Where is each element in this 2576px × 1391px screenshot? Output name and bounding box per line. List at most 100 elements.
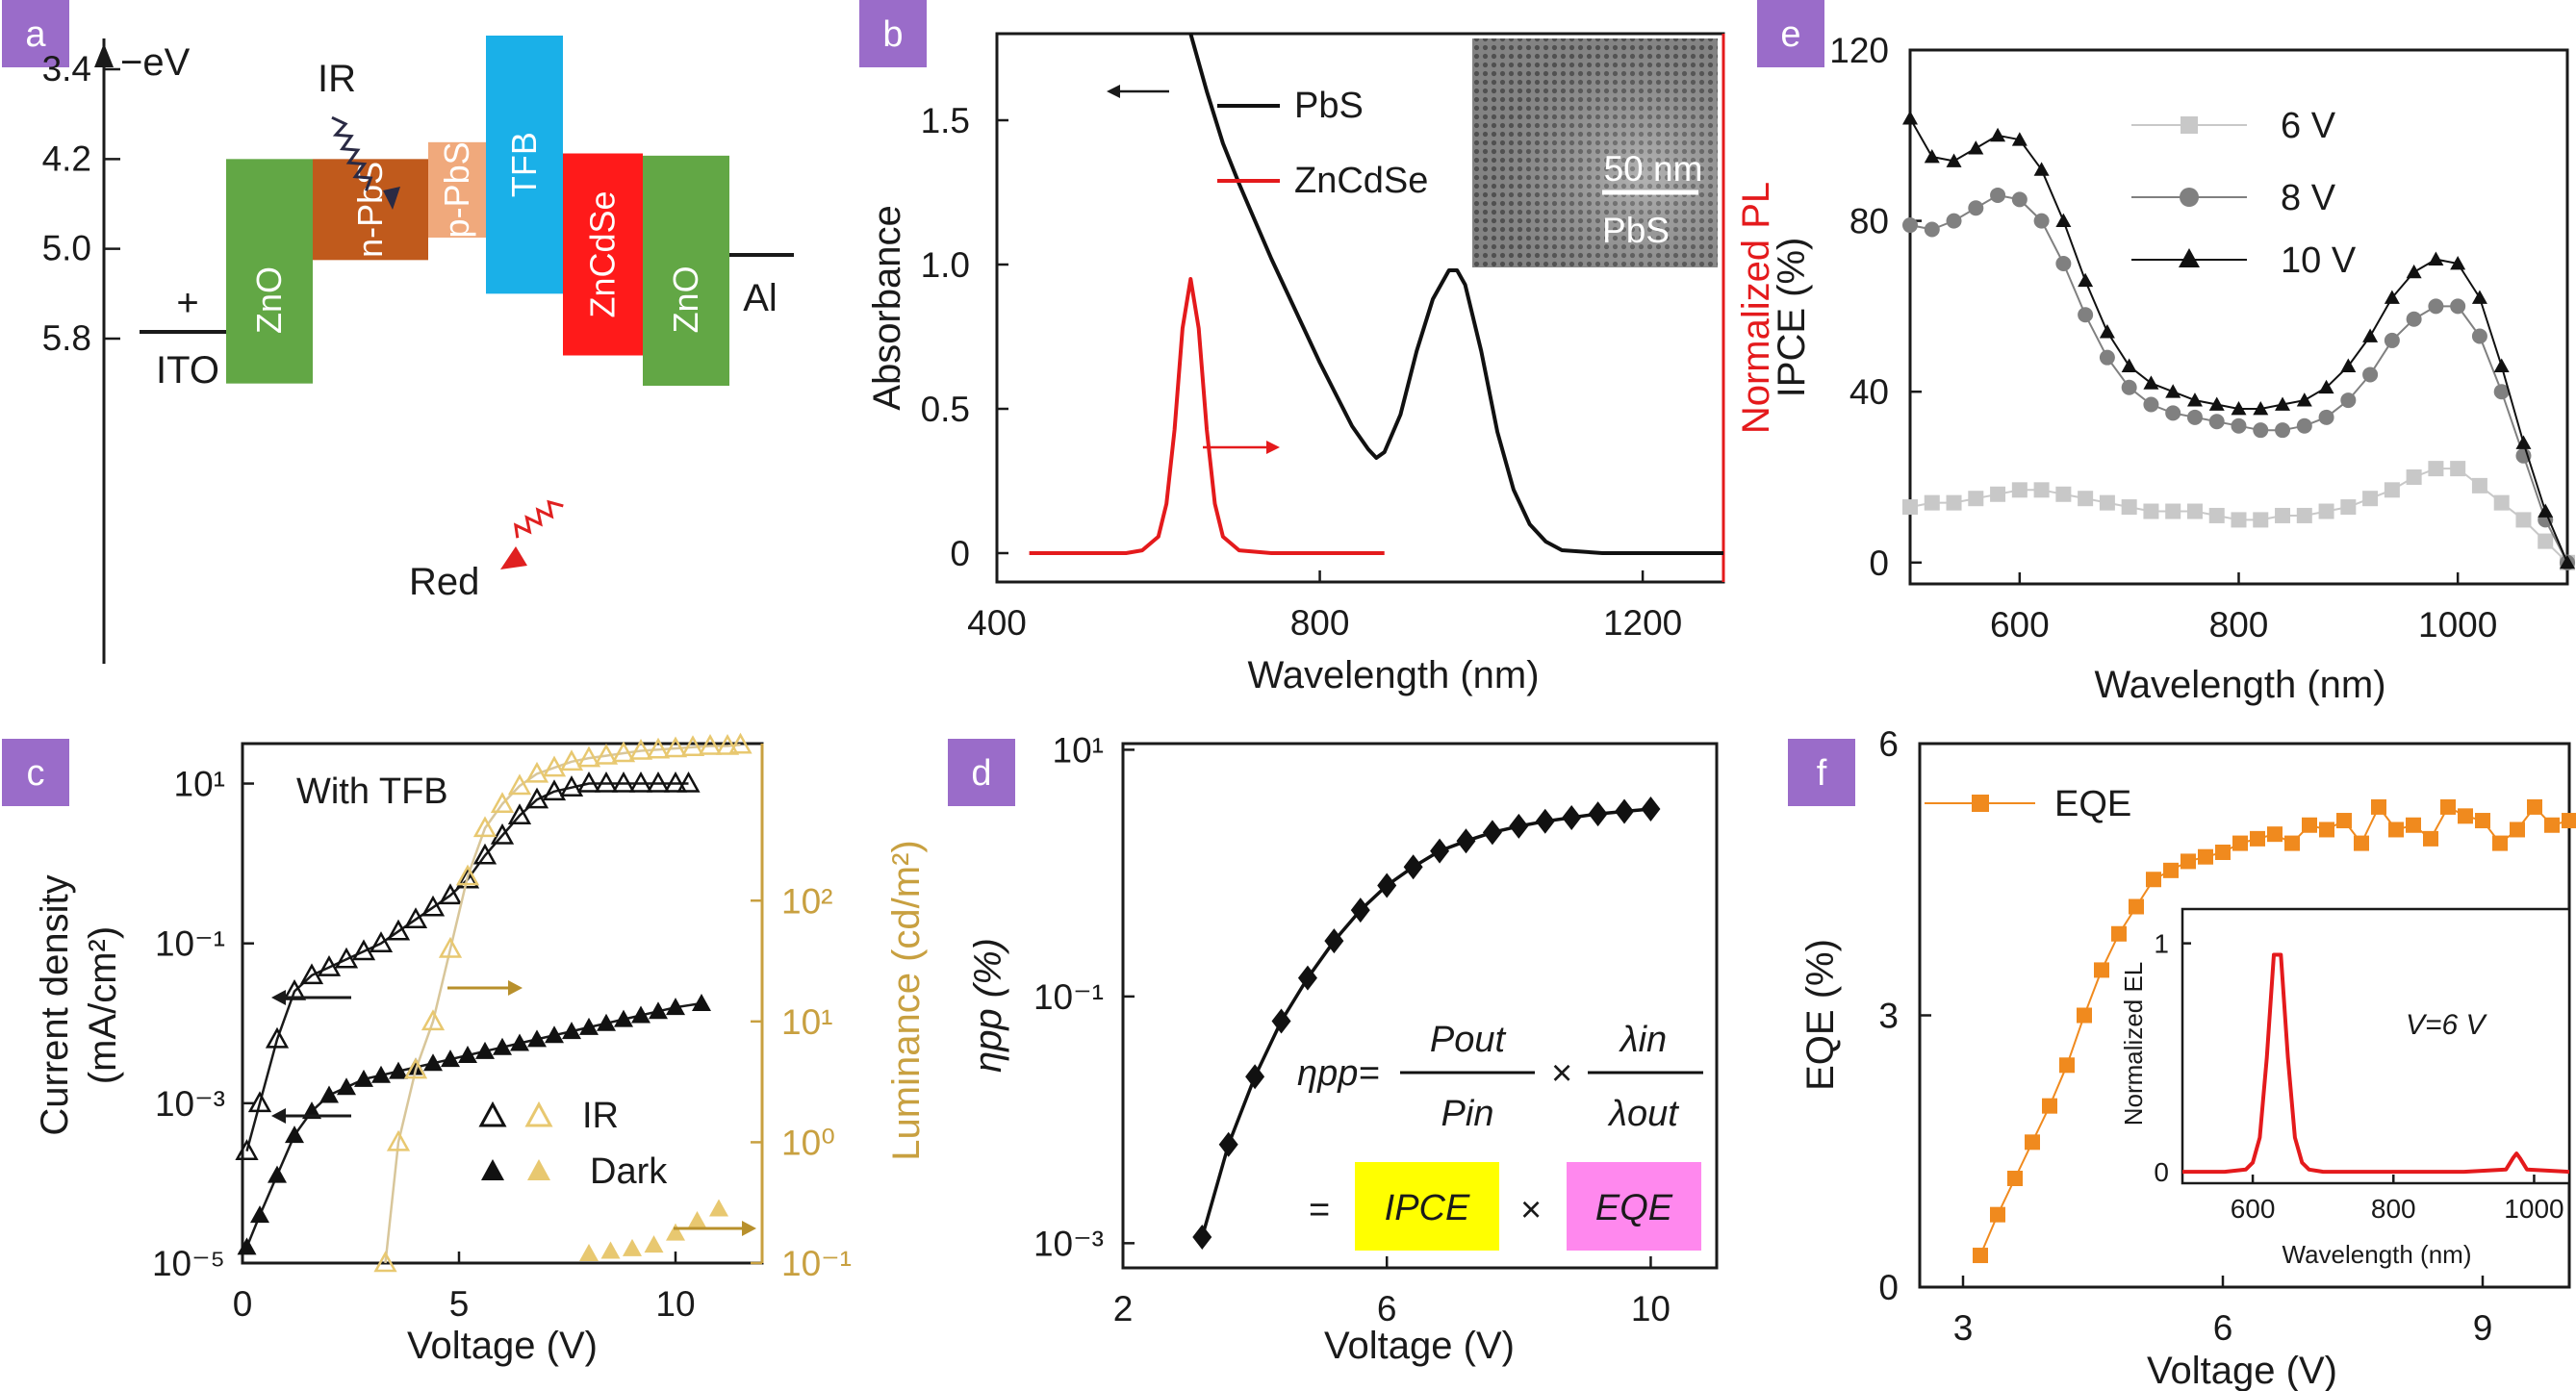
ir-current-point [317, 955, 342, 976]
ipce-8v-point [2406, 311, 2422, 327]
eqe-point [2111, 925, 2127, 942]
legend-8v-marker [2180, 188, 2199, 207]
ipce-8v-point [2186, 409, 2203, 425]
y-tick-label: 40 [1849, 372, 1889, 412]
ir-current-point [490, 822, 515, 845]
eqe-point [2492, 835, 2508, 851]
energy-tick-label: 4.2 [42, 139, 91, 178]
eqe-point [2129, 898, 2144, 915]
eta-pp-point [1245, 1064, 1265, 1090]
eqe-point [2544, 817, 2560, 833]
panel-c-series [235, 732, 752, 1273]
panel-b-xlabel: Wavelength (nm) [1247, 654, 1539, 696]
eqe-point [2250, 830, 2265, 847]
y2-tick-label: 10⁻¹ [781, 1244, 852, 1283]
ir-current-point [559, 775, 584, 797]
eqe-point [2181, 853, 2196, 870]
legend-dark-current-marker [481, 1159, 504, 1180]
ipce-8v-line [1909, 194, 2568, 564]
ipce-10v-point [2165, 384, 2181, 398]
dark-luminance-point [644, 1235, 664, 1253]
ir-luminance-point [646, 737, 671, 759]
ir-current-point [576, 771, 601, 793]
panel-c-frame [241, 742, 764, 1265]
eqe-point [2527, 798, 2542, 815]
eqe-point [2007, 1171, 2023, 1186]
legend-dark-luminance-marker [527, 1159, 550, 1180]
dark-current-point [337, 1077, 356, 1096]
ipce-10v-point [2186, 392, 2203, 407]
panel-c-badge [2, 739, 69, 806]
panel-c-ylabel-right: Luminance (cd/m²) [885, 840, 928, 1160]
band-layer-block [643, 155, 729, 386]
panel-d-xlabel: Voltage (V) [1324, 1325, 1515, 1367]
ir-luminance-point [715, 733, 740, 755]
ipce-8v-point [2253, 422, 2269, 439]
ipce-10v-line [1909, 117, 2568, 564]
ipce-10v-point [1968, 140, 1984, 155]
ir-current-point [524, 787, 549, 809]
eta-pp-point [1218, 1131, 1238, 1157]
ir-photon-wave-icon [331, 115, 373, 191]
ipce-6v-point [2165, 503, 2181, 519]
panel-f-series [1973, 798, 2576, 1264]
band-layer: ZnCdSe [563, 153, 643, 356]
eqe-point [2215, 845, 2231, 860]
ir-current-point [438, 883, 463, 905]
legend-ir-label: IR [582, 1096, 619, 1136]
panel-c-badge-label: c [27, 753, 45, 794]
ipce-8v-point [2428, 298, 2444, 315]
band-layer-label: ZnCdSe [583, 190, 623, 317]
ir-luminance-point [663, 736, 688, 758]
inset-x-tick-label: 800 [2371, 1194, 2416, 1224]
eq-numerator-1: Pout [1430, 1020, 1507, 1060]
panel-e-series [1902, 111, 2575, 570]
panel-d-frame [1121, 742, 1719, 1270]
ir-current-point [628, 771, 653, 793]
ir-luminance-point [507, 773, 532, 796]
panel-d-badge-label: d [971, 753, 991, 794]
ipce-8v-point [2493, 384, 2510, 400]
ir-luminance-point [421, 1009, 446, 1031]
eqe-point [2094, 962, 2109, 978]
x-tick-label: 6 [1377, 1289, 1397, 1328]
ipce-6v-point [1924, 494, 1940, 511]
inset-y-tick-label: 0 [2154, 1157, 2169, 1187]
ipce-8v-point [2318, 409, 2334, 425]
ipce-8v-point [1924, 221, 1940, 238]
ir-current-point [472, 843, 497, 865]
panel-e: e 600 800 1000 0 40 80 120 6 V 8 V 10 V Wavele… [1757, 0, 2575, 706]
dark-luminance-point [600, 1241, 621, 1259]
normalized-el-line [2182, 952, 2570, 1175]
ipce-10v-point [1946, 153, 1962, 167]
ipce-6v-point [2296, 507, 2312, 523]
legend-pbs-label: PbS [1294, 86, 1364, 126]
dark-current-point [389, 1061, 408, 1079]
ipce-10v-point [2253, 400, 2269, 416]
ir-current-point [386, 919, 411, 941]
panel-a-badge-label: a [25, 14, 46, 55]
ir-current-point [421, 895, 446, 917]
ipce-6v-point [2121, 499, 2137, 516]
x-tick-label: 1200 [1603, 603, 1682, 643]
panel-f-ticks: 3 6 9 0 3 6 [1878, 724, 2492, 1348]
ipce-8v-point [1946, 213, 1962, 229]
ipce-10v-point [2231, 400, 2247, 416]
ir-luminance-point [455, 864, 480, 886]
ir-luminance-point [576, 746, 601, 768]
y-tick-label: 0 [1878, 1268, 1899, 1307]
ipce-8v-point [2471, 328, 2487, 344]
eq-denominator-1: Pin [1441, 1094, 1494, 1134]
dark-current-point [250, 1205, 269, 1224]
ipce-6v-point [1902, 499, 1918, 516]
dark-current-point [285, 1125, 304, 1144]
dark-luminance-point [623, 1238, 642, 1256]
x-tick-label: 600 [1990, 605, 2050, 645]
ir-luminance-point [472, 816, 497, 838]
dark-luminance-axis-arrow-icon [742, 1221, 756, 1236]
eqe-point [2025, 1134, 2040, 1151]
ipce-6v-point [1946, 494, 1962, 511]
panel-d: d 2 6 10 10⁻³ 10⁻¹ 10¹ ηpp= Pout Pin × λin λo… [948, 730, 1719, 1367]
panel-c-ylabel-line1: Current density [34, 874, 76, 1135]
dark-current-point [510, 1033, 529, 1051]
